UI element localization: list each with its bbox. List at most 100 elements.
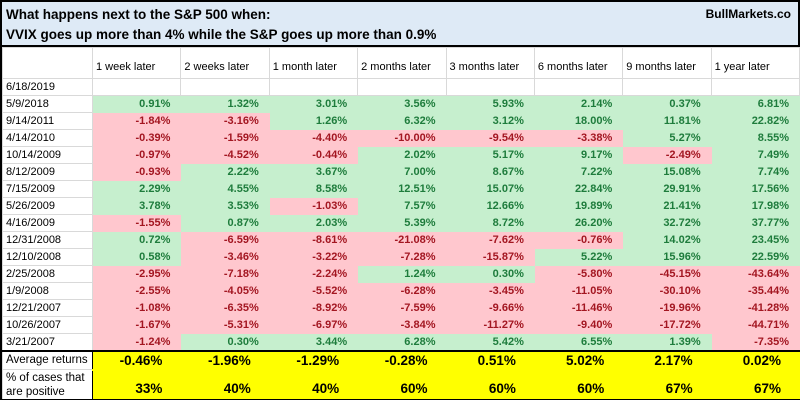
average-value-cell: 0.02% (710, 349, 800, 370)
value-cell: 9.17% (533, 146, 624, 164)
column-header: 2 months later (357, 47, 447, 79)
column-header: 3 months later (445, 47, 535, 79)
table-row: 3/21/2007 -1.24% 0.30% 3.44% 6.28% 5.42% 6.55%… (2, 333, 800, 351)
column-header: 2 weeks later (180, 47, 270, 79)
value-cell: -1.84% (91, 112, 182, 130)
value-cell: 3.12% (445, 112, 535, 130)
value-cell: -7.62% (445, 231, 535, 249)
value-cell: -8.92% (268, 299, 359, 317)
value-cell: 3.44% (268, 333, 359, 351)
value-cell: 2.22% (180, 163, 270, 181)
value-cell: 12.66% (445, 197, 535, 215)
corner-cell (2, 47, 93, 79)
value-cell: 12.51% (357, 180, 447, 198)
value-cell: -2.95% (91, 265, 182, 283)
value-cell (445, 78, 535, 96)
table-row: 10/14/2009 -0.97% -4.52% -0.44% 2.02% 5.17% 9.… (2, 146, 800, 164)
value-cell (268, 78, 359, 96)
table-row: 7/15/2009 2.29% 4.55% 8.58% 12.51% 15.07% 22.8… (2, 180, 800, 198)
value-cell: 2.14% (533, 95, 624, 113)
date-cell: 4/14/2010 (2, 129, 93, 147)
date-cell: 3/21/2007 (2, 333, 93, 351)
value-cell: -6.28% (357, 282, 447, 300)
value-cell: 1.24% (357, 265, 447, 283)
value-cell: 7.00% (357, 163, 447, 181)
value-cell: -7.28% (357, 248, 447, 266)
date-cell: 12/31/2008 (2, 231, 93, 249)
percent-positive-row: % of cases that are positive 33% 40% 40% 60% 6… (2, 368, 800, 400)
value-cell: -45.15% (622, 265, 712, 283)
value-cell: 4.55% (180, 180, 270, 198)
value-cell: -19.96% (622, 299, 712, 317)
date-cell: 12/10/2008 (2, 248, 93, 266)
value-cell: 22.59% (710, 248, 800, 266)
value-cell: 5.27% (622, 129, 712, 147)
average-value-cell: -1.96% (180, 349, 270, 370)
value-cell: 37.77% (710, 214, 800, 232)
value-cell: 14.02% (622, 231, 712, 249)
average-value-cell: -0.46% (91, 349, 182, 370)
value-cell: 3.78% (91, 197, 182, 215)
value-cell: 0.37% (622, 95, 712, 113)
value-cell: -1.08% (91, 299, 182, 317)
date-cell: 10/14/2009 (2, 146, 93, 164)
value-cell: 15.08% (622, 163, 712, 181)
value-cell: -5.52% (268, 282, 359, 300)
date-cell: 6/18/2019 (2, 78, 93, 96)
value-cell: -3.46% (180, 248, 270, 266)
value-cell: 0.30% (445, 265, 535, 283)
returns-table: 1 week later 2 weeks later 1 month later 2 … (2, 47, 800, 400)
value-cell: 5.17% (445, 146, 535, 164)
percent-positive-cell: 33% (91, 368, 182, 400)
percent-positive-cell: 40% (180, 368, 270, 400)
percent-positive-label: % of cases that are positive (2, 369, 93, 400)
date-cell: 2/25/2008 (2, 265, 93, 283)
value-cell: 32.72% (622, 214, 712, 232)
value-cell: -1.24% (91, 333, 182, 351)
column-header: 9 months later (622, 47, 712, 79)
column-header: 1 year later (710, 47, 800, 79)
value-cell: -2.49% (622, 146, 712, 164)
value-cell: 2.29% (91, 180, 182, 198)
value-cell: 29.91% (622, 180, 712, 198)
value-cell: -0.44% (268, 146, 359, 164)
table-row: 12/10/2008 0.58% -3.46% -3.22% -7.28% -15.87%… (2, 248, 800, 266)
date-cell: 5/26/2009 (2, 197, 93, 215)
value-cell: 6.81% (710, 95, 800, 113)
value-cell: -9.40% (533, 316, 624, 334)
table-row: 4/14/2010 -0.39% -1.59% -4.40% -10.00% -9.54%… (2, 129, 800, 147)
value-cell: 1.26% (268, 112, 359, 130)
value-cell: 18.00% (533, 112, 624, 130)
value-cell: 0.72% (91, 231, 182, 249)
value-cell (357, 78, 447, 96)
value-cell: 21.41% (622, 197, 712, 215)
date-cell: 5/9/2018 (2, 95, 93, 113)
average-value-cell: -0.28% (357, 349, 447, 370)
value-cell: -43.64% (710, 265, 800, 283)
percent-positive-cell: 67% (622, 368, 712, 400)
header-row: 1 week later 2 weeks later 1 month later 2 … (2, 47, 800, 79)
value-cell: 26.20% (533, 214, 624, 232)
percent-positive-cell: 60% (357, 368, 447, 400)
title-block: What happens next to the S&P 500 when: V… (2, 0, 800, 47)
table-row: 12/21/2007 -1.08% -6.35% -8.92% -7.59% -9.66%… (2, 299, 800, 317)
value-cell: 19.89% (533, 197, 624, 215)
date-cell: 8/12/2009 (2, 163, 93, 181)
value-cell: -1.59% (180, 129, 270, 147)
value-cell: -4.52% (180, 146, 270, 164)
value-cell: 8.72% (445, 214, 535, 232)
average-value-cell: 2.17% (622, 349, 712, 370)
column-header: 6 months later (533, 47, 624, 79)
value-cell: 7.22% (533, 163, 624, 181)
date-cell: 1/9/2008 (2, 282, 93, 300)
date-cell: 4/16/2009 (2, 214, 93, 232)
value-cell: -0.39% (91, 129, 182, 147)
value-cell: -11.05% (533, 282, 624, 300)
brand-logo: BullMarkets.co (705, 7, 791, 21)
value-cell: 3.56% (357, 95, 447, 113)
value-cell: 6.55% (533, 333, 624, 351)
value-cell: 0.58% (91, 248, 182, 266)
table-row: 12/31/2008 0.72% -6.59% -8.61% -21.08% -7.62%… (2, 231, 800, 249)
table-row: 1/9/2008 -2.55% -4.05% -5.52% -6.28% -3.45% -1… (2, 282, 800, 300)
date-cell: 12/21/2007 (2, 299, 93, 317)
